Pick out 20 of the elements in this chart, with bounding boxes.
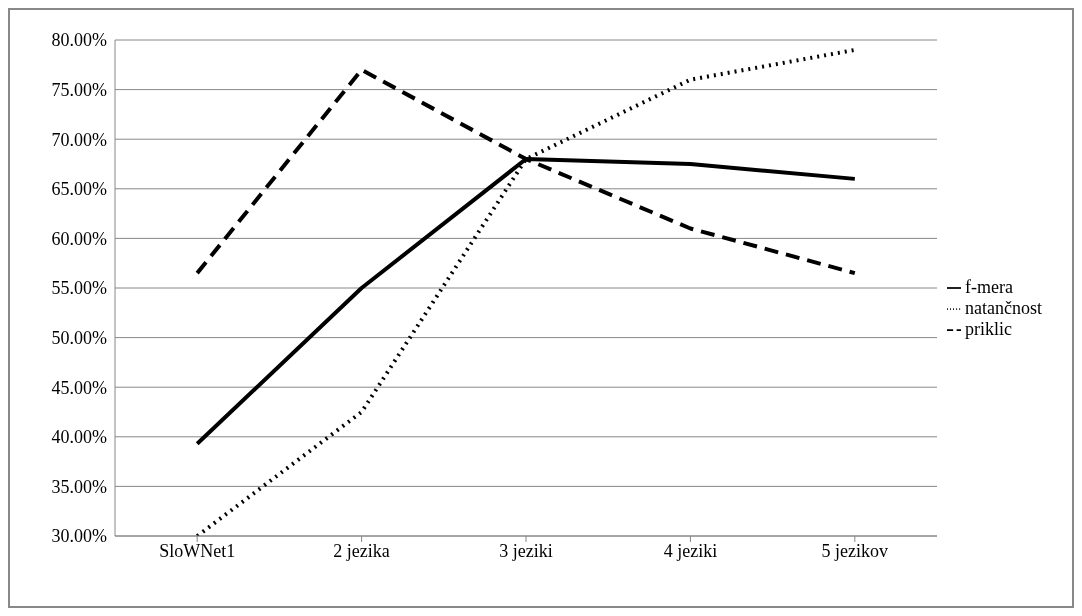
legend-label: f-mera: [965, 276, 1013, 297]
y-tick-label: 60.00%: [51, 228, 107, 249]
line-series: [195, 47, 857, 536]
y-tick-label: 50.00%: [51, 327, 107, 348]
y-tick-label: 80.00%: [51, 30, 107, 51]
x-tick-label: SloWNet1: [159, 540, 236, 561]
y-tick-label: 30.00%: [51, 526, 107, 547]
x-tick-label: 2 jezika: [333, 540, 390, 561]
y-tick-label: 45.00%: [51, 377, 107, 398]
y-tick-label: 70.00%: [51, 129, 107, 150]
y-tick-label: 40.00%: [51, 427, 107, 448]
y-tick-label: 75.00%: [51, 79, 107, 100]
legend-label: natančnost: [965, 297, 1042, 318]
y-tick-label: 35.00%: [51, 476, 107, 497]
legend-label: priklic: [965, 318, 1013, 339]
x-tick-label: 3 jeziki: [499, 540, 553, 561]
x-tick-label: 5 jezikov: [821, 540, 889, 561]
y-tick-label: 55.00%: [51, 278, 107, 299]
x-tick-label: 4 jeziki: [663, 540, 718, 561]
y-tick-label: 65.00%: [51, 179, 107, 200]
